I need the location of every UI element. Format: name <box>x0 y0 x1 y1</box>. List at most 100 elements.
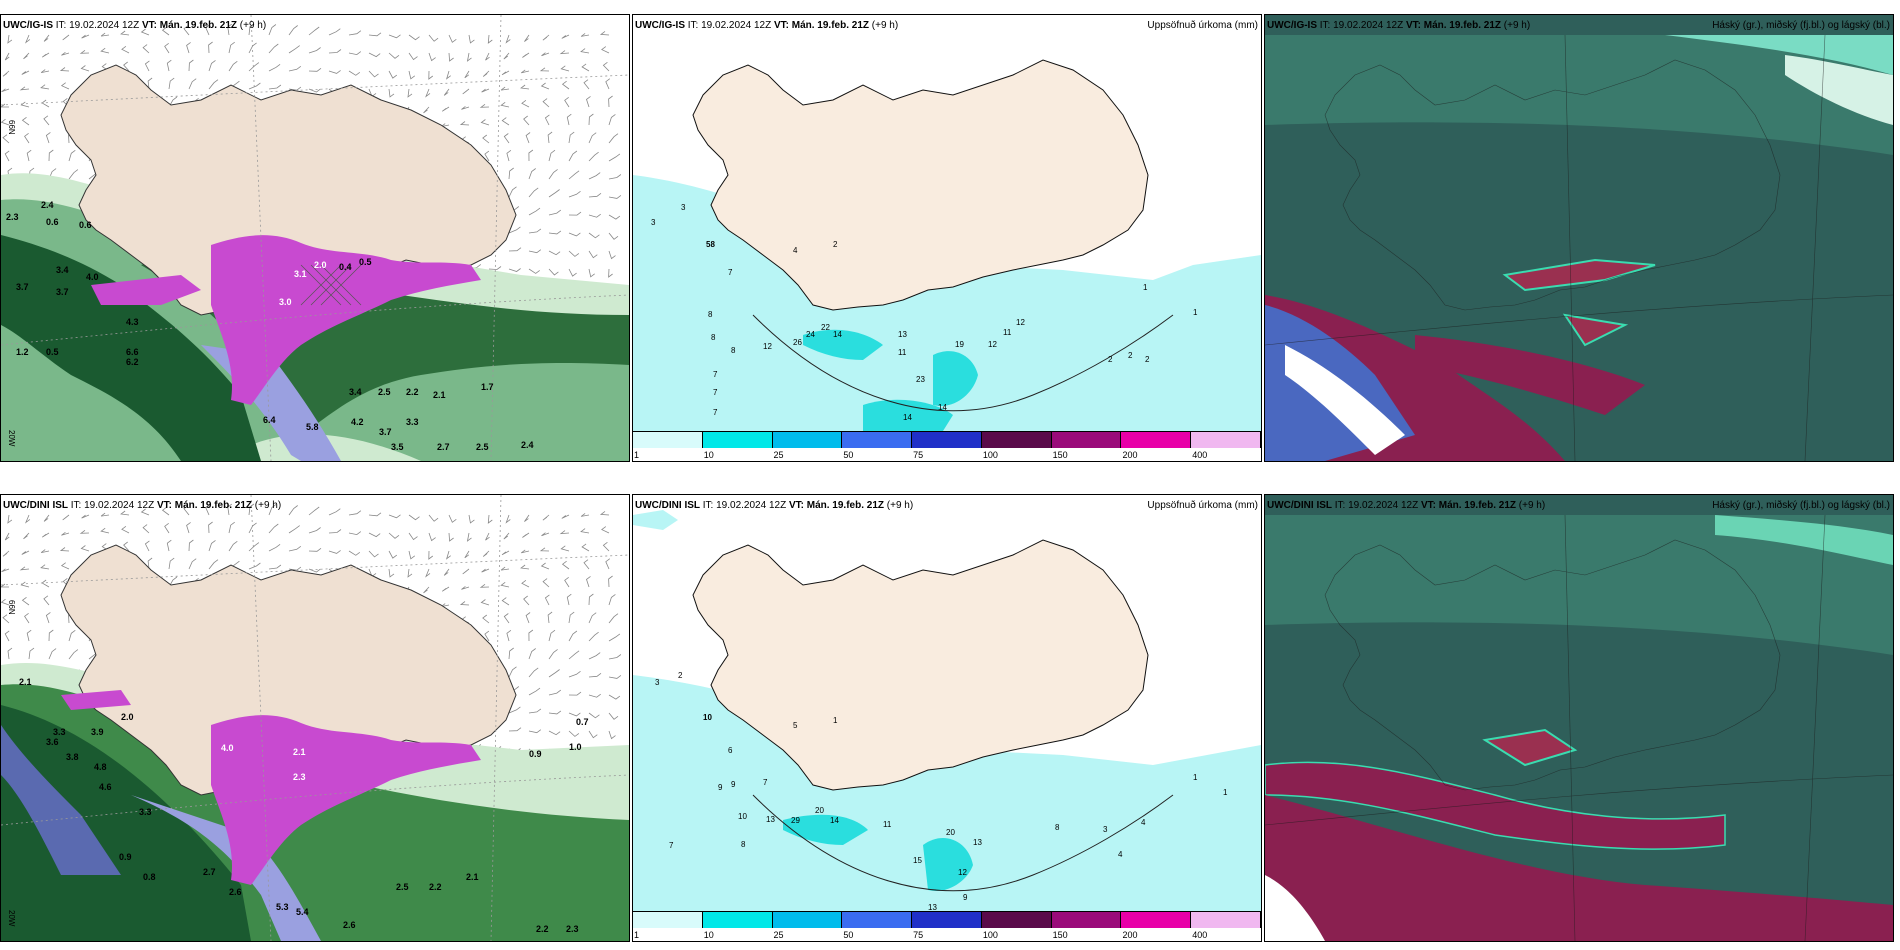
colorbar-swatch <box>1051 431 1122 448</box>
svg-text:29: 29 <box>791 816 800 825</box>
wind-values: 2.3 2.4 0.6 0.6 3.7 3.4 3.7 4.0 4.3 6.6 … <box>6 200 534 452</box>
colorbar-swatch <box>702 431 773 448</box>
svg-text:3: 3 <box>681 203 686 212</box>
svg-text:1.7: 1.7 <box>481 382 494 392</box>
colorbar-tick: 400 <box>1192 930 1208 940</box>
svg-text:7: 7 <box>713 408 718 417</box>
colorbar-tick: 1 <box>634 450 640 460</box>
colorbar-tick: 1 <box>634 930 640 940</box>
colorbar-tick: 10 <box>703 930 714 940</box>
svg-text:19: 19 <box>955 340 964 349</box>
svg-text:2.7: 2.7 <box>437 442 450 452</box>
svg-text:8: 8 <box>1055 823 1060 832</box>
svg-text:12: 12 <box>958 868 967 877</box>
svg-text:2.1: 2.1 <box>433 390 446 400</box>
colorbar-swatch <box>772 431 843 448</box>
svg-text:5.8: 5.8 <box>306 422 319 432</box>
svg-text:3.6: 3.6 <box>46 737 59 747</box>
svg-text:9: 9 <box>718 783 723 792</box>
svg-text:7: 7 <box>763 778 768 787</box>
svg-text:3.3: 3.3 <box>139 807 152 817</box>
colorbar-swatch <box>633 911 703 928</box>
svg-text:7: 7 <box>713 370 718 379</box>
colorbar-tick: 150 <box>1052 450 1068 460</box>
svg-text:3.0: 3.0 <box>279 297 292 307</box>
colorbar-swatch <box>1121 431 1192 448</box>
svg-text:2.4: 2.4 <box>41 200 54 210</box>
colorbar-swatch <box>1051 911 1122 928</box>
svg-text:11: 11 <box>883 820 892 829</box>
svg-text:5.3: 5.3 <box>276 902 289 912</box>
colorbar-swatch <box>981 431 1052 448</box>
svg-text:2.7: 2.7 <box>203 867 216 877</box>
colorbar-tick: 25 <box>773 450 784 460</box>
svg-text:8: 8 <box>711 333 716 342</box>
svg-text:2.4: 2.4 <box>521 440 534 450</box>
svg-text:14: 14 <box>830 816 839 825</box>
svg-text:2.1: 2.1 <box>466 872 479 882</box>
svg-text:6: 6 <box>728 746 733 755</box>
wind-values: 2.1 3.3 3.9 3.6 3.8 4.8 4.6 3.3 2.0 4.0 … <box>19 677 589 934</box>
svg-text:2.2: 2.2 <box>406 387 419 397</box>
svg-text:20: 20 <box>946 828 955 837</box>
colorbar-swatch <box>1191 911 1261 928</box>
svg-text:0.7: 0.7 <box>576 717 589 727</box>
svg-text:2.0: 2.0 <box>121 712 134 722</box>
svg-text:8: 8 <box>741 840 746 849</box>
lon-label: 20W <box>7 910 16 927</box>
svg-text:58: 58 <box>706 240 715 249</box>
svg-text:2.2: 2.2 <box>429 882 442 892</box>
colorbar-swatch <box>702 911 773 928</box>
svg-text:2.3: 2.3 <box>6 212 19 222</box>
svg-text:26: 26 <box>793 338 802 347</box>
svg-text:2.0: 2.0 <box>314 260 327 270</box>
svg-text:1: 1 <box>1193 308 1198 317</box>
wind-panel-bottom: 66N 20W 2.1 3.3 3.9 3.6 3.8 4.8 4.6 3.3 … <box>0 494 630 942</box>
cloud-panel-bottom: UWC/DINI ISL IT: 19.02.2024 12Z VT: Mán.… <box>1264 494 1894 942</box>
svg-text:3.3: 3.3 <box>406 417 419 427</box>
svg-text:14: 14 <box>833 330 842 339</box>
wind-map-bottom: 66N 20W 2.1 3.3 3.9 3.6 3.8 4.8 4.6 3.3 … <box>1 495 629 941</box>
panel-title: UWC/DINI ISL IT: 19.02.2024 12Z VT: Mán.… <box>1267 500 1546 511</box>
svg-text:2.2: 2.2 <box>536 924 549 934</box>
colorbar-tick: 100 <box>982 450 998 460</box>
svg-text:3: 3 <box>1103 825 1108 834</box>
precip-panel-top: 3 3 58 4 2 7 8 8 8 7 7 7 12 26 24 22 14 … <box>632 14 1262 462</box>
svg-text:6.6: 6.6 <box>126 347 139 357</box>
lat-label: 66N <box>7 120 16 135</box>
svg-text:2.5: 2.5 <box>396 882 409 892</box>
colorbar-tick: 200 <box>1122 930 1138 940</box>
svg-text:12: 12 <box>988 340 997 349</box>
svg-text:7: 7 <box>713 388 718 397</box>
svg-text:3: 3 <box>651 218 656 227</box>
svg-text:10: 10 <box>703 713 712 722</box>
colorbar-swatch <box>772 911 843 928</box>
colorbar-tick: 150 <box>1052 930 1068 940</box>
colorbar-swatch <box>842 431 913 448</box>
svg-text:3.7: 3.7 <box>379 427 392 437</box>
svg-text:13: 13 <box>766 815 775 824</box>
precip-shading-dark <box>1 235 261 461</box>
svg-text:2: 2 <box>1128 351 1133 360</box>
svg-text:1: 1 <box>1193 773 1198 782</box>
cloud-map-bottom <box>1265 495 1893 941</box>
svg-text:9: 9 <box>963 893 968 902</box>
colorbar-swatch <box>981 911 1052 928</box>
panel-title: UWC/DINI ISL IT: 19.02.2024 12Z VT: Mán.… <box>3 500 282 511</box>
svg-text:12: 12 <box>763 342 772 351</box>
colorbar-tick: 50 <box>843 930 854 940</box>
panel-subtitle: Háský (gr.), miðský (fj.bl.) og lágský (… <box>1712 500 1890 511</box>
precip-values: 3 3 58 4 2 7 8 8 8 7 7 7 12 26 24 22 14 … <box>651 203 1198 422</box>
svg-text:2.3: 2.3 <box>293 772 306 782</box>
svg-text:1: 1 <box>1143 283 1148 292</box>
precip-map-top: 3 3 58 4 2 7 8 8 8 7 7 7 12 26 24 22 14 … <box>633 15 1261 461</box>
colorbar-tick: 50 <box>843 450 854 460</box>
svg-text:3.5: 3.5 <box>391 442 404 452</box>
svg-text:3.4: 3.4 <box>349 387 362 397</box>
colorbar-swatch <box>912 431 982 448</box>
precip-map-bottom: 3 2 10 5 1 6 9 9 10 8 7 13 29 20 14 11 2… <box>633 495 1261 941</box>
svg-text:2: 2 <box>833 240 838 249</box>
svg-text:4.8: 4.8 <box>94 762 107 772</box>
svg-text:1: 1 <box>833 716 838 725</box>
svg-text:0.6: 0.6 <box>46 217 59 227</box>
